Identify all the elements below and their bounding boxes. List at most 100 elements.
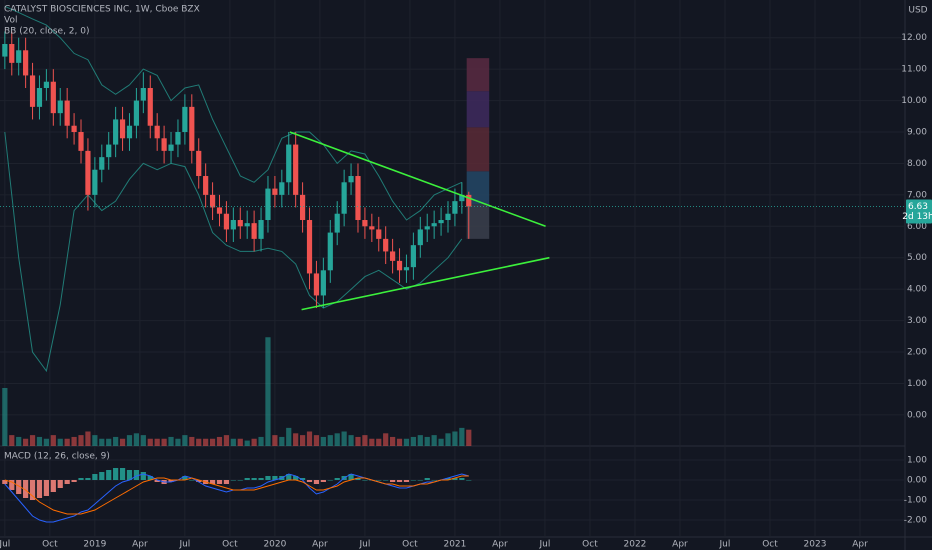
macd-histogram-bar [452,478,458,480]
volume-bar [362,435,368,446]
y-tick-label: 4.00 [907,285,927,295]
macd-histogram-bar [251,478,257,480]
x-tick-label: Jul [0,540,10,550]
candle-body [147,88,153,126]
candle-body [216,207,223,214]
candle-body [223,213,230,230]
x-tick-label: Jul [539,540,551,550]
macd-histogram-bar [376,480,382,481]
grid [0,0,905,537]
volume-bar [92,435,98,446]
macd-histogram-bar [189,480,195,481]
volume-bar [216,436,223,446]
macd-histogram-bar [43,480,49,496]
volume-bar [410,436,416,446]
macd-histogram-bar [71,480,77,482]
macd-histogram-bar [106,470,112,480]
y-tick-label: 0.00 [907,410,927,420]
candle-body [78,132,84,151]
volume-bar [306,431,313,446]
macd-histogram-bar [216,480,223,484]
trendline [301,256,550,311]
volume-bar [182,435,188,446]
candle-body [237,220,243,227]
signal-line [4,475,469,515]
candle-body [403,267,410,271]
y-tick-label: 3.00 [907,316,927,326]
x-tick-label: Oct [762,540,778,550]
macd-histogram-bar [23,480,29,498]
candle-body [396,260,403,271]
candle-body [438,220,444,224]
macd-histogram-bar [390,480,396,482]
macd-histogram-bar [50,480,56,492]
volume-bar [376,438,382,446]
volume-bar [119,438,126,446]
volume-bar [223,435,230,446]
volume-bar [417,435,423,446]
candle-body [29,75,36,107]
volume-bar [383,433,389,446]
volume-bar [369,438,375,446]
volume-bar [196,438,202,446]
x-tick-label: Apr [132,540,148,550]
candle-body [376,229,382,239]
candle-body [445,213,451,221]
macd-histogram-bar [16,480,22,494]
macd-histogram-bar [85,478,91,480]
macd-histogram-bar [299,478,306,480]
macd-histogram-bar [133,470,140,480]
volume-bar [9,435,15,446]
macd-histogram-bar [154,480,160,482]
volume-bar [320,436,326,446]
candle-body [327,232,333,271]
candle-body [390,251,396,261]
x-tick-label: Oct [42,540,58,550]
volume-bar [203,438,209,446]
candle-body [466,194,472,207]
macd-histogram-bar [237,480,243,481]
macd-histogram-bar [431,480,437,481]
position-zone [466,127,490,172]
candle-body [362,220,368,227]
volume-bar [424,436,430,446]
chart-title: CATALYST BIOSCIENCES INC, 1W, Cboe BZX [4,5,200,15]
candle-body [320,270,326,296]
macd-histogram-bar [209,480,216,484]
candle-body [196,150,202,177]
candle-body [140,88,146,101]
macd-histogram-bar [36,480,43,498]
candle-body [203,176,209,195]
candle-body [64,100,70,126]
volume-bar [230,438,236,446]
candle-body [424,226,430,230]
y-tick-label: 1.00 [907,379,927,389]
y2-tick-label: 0.00 [907,476,927,486]
volume-bar [154,438,160,446]
macd-histogram-bar [99,472,105,480]
volume-bar [438,438,444,446]
y-tick-label: 8.00 [907,159,927,169]
volume-bar [209,438,216,446]
x-tick-label: Apr [852,540,868,550]
candle-body [126,125,133,139]
macd-histogram-bar [113,468,119,480]
candle-body [154,125,160,139]
volume-bar [147,438,153,446]
candle-body [355,176,361,221]
x-tick-label: 2020 [263,540,286,550]
x-tick-label: 2019 [83,540,106,550]
candle-body [341,182,347,214]
candle-body [299,194,306,221]
candle-body [258,220,264,239]
candle-body [92,169,98,195]
candle-body [2,44,8,57]
macd-histogram-bar [306,480,313,482]
macd-histogram-bar [320,480,326,482]
volume-bar [327,435,333,446]
macd-histogram-bar [29,480,36,500]
volume-bar [16,436,22,446]
macd-histogram-bar [348,474,354,480]
candle-body [189,106,195,151]
